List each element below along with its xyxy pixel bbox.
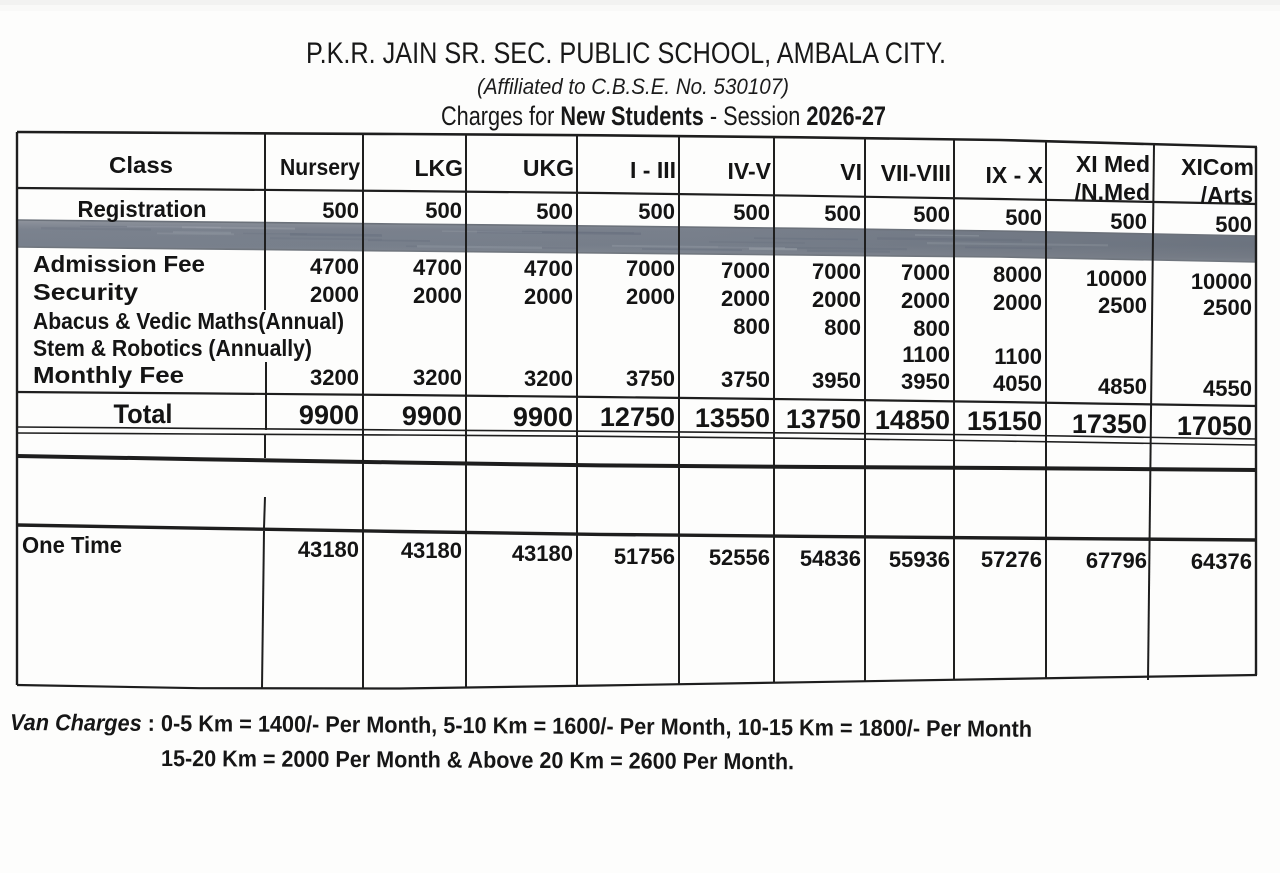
svg-text:7000: 7000 <box>626 256 675 281</box>
svg-text:Class: Class <box>109 152 173 178</box>
svg-text:P.K.R. JAIN SR. SEC. PUBLIC SC: P.K.R. JAIN SR. SEC. PUBLIC SCHOOL, AMBA… <box>306 37 946 70</box>
svg-text:54836: 54836 <box>800 546 861 571</box>
svg-text:12750: 12750 <box>600 402 675 432</box>
svg-text:I - III: I - III <box>630 157 676 183</box>
svg-text:Total: Total <box>114 399 173 429</box>
svg-text:2000: 2000 <box>721 286 770 311</box>
svg-text:500: 500 <box>824 201 861 226</box>
svg-text:800: 800 <box>824 315 861 340</box>
svg-text:3750: 3750 <box>626 366 675 391</box>
svg-text:1100: 1100 <box>994 344 1042 369</box>
svg-text:13750: 13750 <box>786 404 861 434</box>
svg-text:2000: 2000 <box>626 284 675 309</box>
svg-text:3200: 3200 <box>310 365 359 390</box>
svg-text:One Time: One Time <box>22 532 122 558</box>
svg-text:4700: 4700 <box>413 255 462 280</box>
svg-text:800: 800 <box>733 314 770 339</box>
svg-text:7000: 7000 <box>901 260 950 285</box>
svg-text:4850: 4850 <box>1098 374 1147 399</box>
svg-text:8000: 8000 <box>993 262 1042 287</box>
svg-text:4550: 4550 <box>1203 376 1252 401</box>
svg-text:2500: 2500 <box>1098 293 1147 318</box>
svg-text:/Arts: /Arts <box>1201 182 1253 208</box>
svg-text:Registration: Registration <box>78 196 207 222</box>
svg-text:/N.Med: /N.Med <box>1075 179 1150 205</box>
svg-text:67796: 67796 <box>1086 548 1147 573</box>
svg-text:7000: 7000 <box>721 258 770 283</box>
svg-text:2000: 2000 <box>812 287 861 312</box>
svg-text:15-20 Km = 2000 Per Month & Ab: 15-20 Km = 2000 Per Month & Above 20 Km … <box>161 745 794 774</box>
svg-text:2000: 2000 <box>524 284 573 309</box>
svg-text:Admission Fee: Admission Fee <box>33 251 205 277</box>
svg-text:1100: 1100 <box>902 342 950 367</box>
svg-text:500: 500 <box>425 198 462 223</box>
svg-text:500: 500 <box>536 199 573 224</box>
svg-text:43180: 43180 <box>512 541 573 566</box>
svg-text:17050: 17050 <box>1177 411 1252 441</box>
svg-text:Abacus & Vedic Maths(Annual): Abacus & Vedic Maths(Annual) <box>33 308 344 334</box>
svg-text:4700: 4700 <box>524 256 573 281</box>
svg-text:XICom: XICom <box>1181 154 1254 180</box>
svg-text:9900: 9900 <box>402 401 462 431</box>
svg-text:XI Med: XI Med <box>1076 151 1150 177</box>
svg-text:500: 500 <box>322 198 359 223</box>
svg-text:2000: 2000 <box>310 282 359 307</box>
svg-text:2500: 2500 <box>1203 295 1252 320</box>
svg-text:52556: 52556 <box>709 545 770 570</box>
svg-text:2000: 2000 <box>993 290 1042 315</box>
svg-text:13550: 13550 <box>695 403 770 433</box>
svg-text:3750: 3750 <box>721 367 770 392</box>
svg-text:3200: 3200 <box>524 366 573 391</box>
svg-text:43180: 43180 <box>401 538 462 563</box>
svg-text:500: 500 <box>733 200 770 225</box>
svg-text:4050: 4050 <box>993 371 1042 396</box>
svg-text:10000: 10000 <box>1191 269 1252 294</box>
svg-text:2000: 2000 <box>413 283 462 308</box>
svg-text:(Affiliated to C.B.S.E. No. 53: (Affiliated to C.B.S.E. No. 530107) <box>477 74 789 99</box>
svg-text:500: 500 <box>913 202 950 227</box>
svg-text:IV-V: IV-V <box>728 158 772 184</box>
svg-text:IX - X: IX - X <box>985 162 1043 188</box>
svg-text:500: 500 <box>638 199 675 224</box>
svg-text:500: 500 <box>1110 209 1147 234</box>
svg-text:500: 500 <box>1215 212 1252 237</box>
svg-text:VI: VI <box>840 159 862 185</box>
svg-text:15150: 15150 <box>967 406 1042 436</box>
svg-text:3200: 3200 <box>413 365 462 390</box>
svg-text:14850: 14850 <box>875 405 950 435</box>
svg-text:Stem & Robotics (Annually): Stem & Robotics (Annually) <box>33 335 312 361</box>
svg-text:Monthly Fee: Monthly Fee <box>33 362 184 388</box>
svg-text:57276: 57276 <box>981 547 1042 572</box>
svg-text:55936: 55936 <box>889 547 950 572</box>
svg-text:43180: 43180 <box>298 537 359 562</box>
svg-text:9900: 9900 <box>513 402 573 432</box>
svg-text:2000: 2000 <box>901 288 950 313</box>
svg-text:500: 500 <box>1005 205 1042 230</box>
svg-text:17350: 17350 <box>1072 409 1147 439</box>
svg-text:64376: 64376 <box>1191 549 1252 574</box>
svg-text:3950: 3950 <box>812 368 861 393</box>
svg-text:VII-VIII: VII-VIII <box>881 160 951 186</box>
svg-text:UKG: UKG <box>523 155 574 181</box>
svg-text:Nursery: Nursery <box>280 154 360 180</box>
svg-text:7000: 7000 <box>812 259 861 284</box>
svg-text:Security: Security <box>33 279 138 305</box>
svg-text:9900: 9900 <box>299 400 359 430</box>
svg-text:4700: 4700 <box>310 254 359 279</box>
svg-text:3950: 3950 <box>901 369 950 394</box>
svg-text:51756: 51756 <box>614 544 675 569</box>
svg-text:Charges for New Students - Ses: Charges for New Students - Session 2026-… <box>441 101 886 131</box>
svg-text:800: 800 <box>913 316 950 341</box>
svg-text:10000: 10000 <box>1086 266 1147 291</box>
svg-text:LKG: LKG <box>414 155 463 181</box>
